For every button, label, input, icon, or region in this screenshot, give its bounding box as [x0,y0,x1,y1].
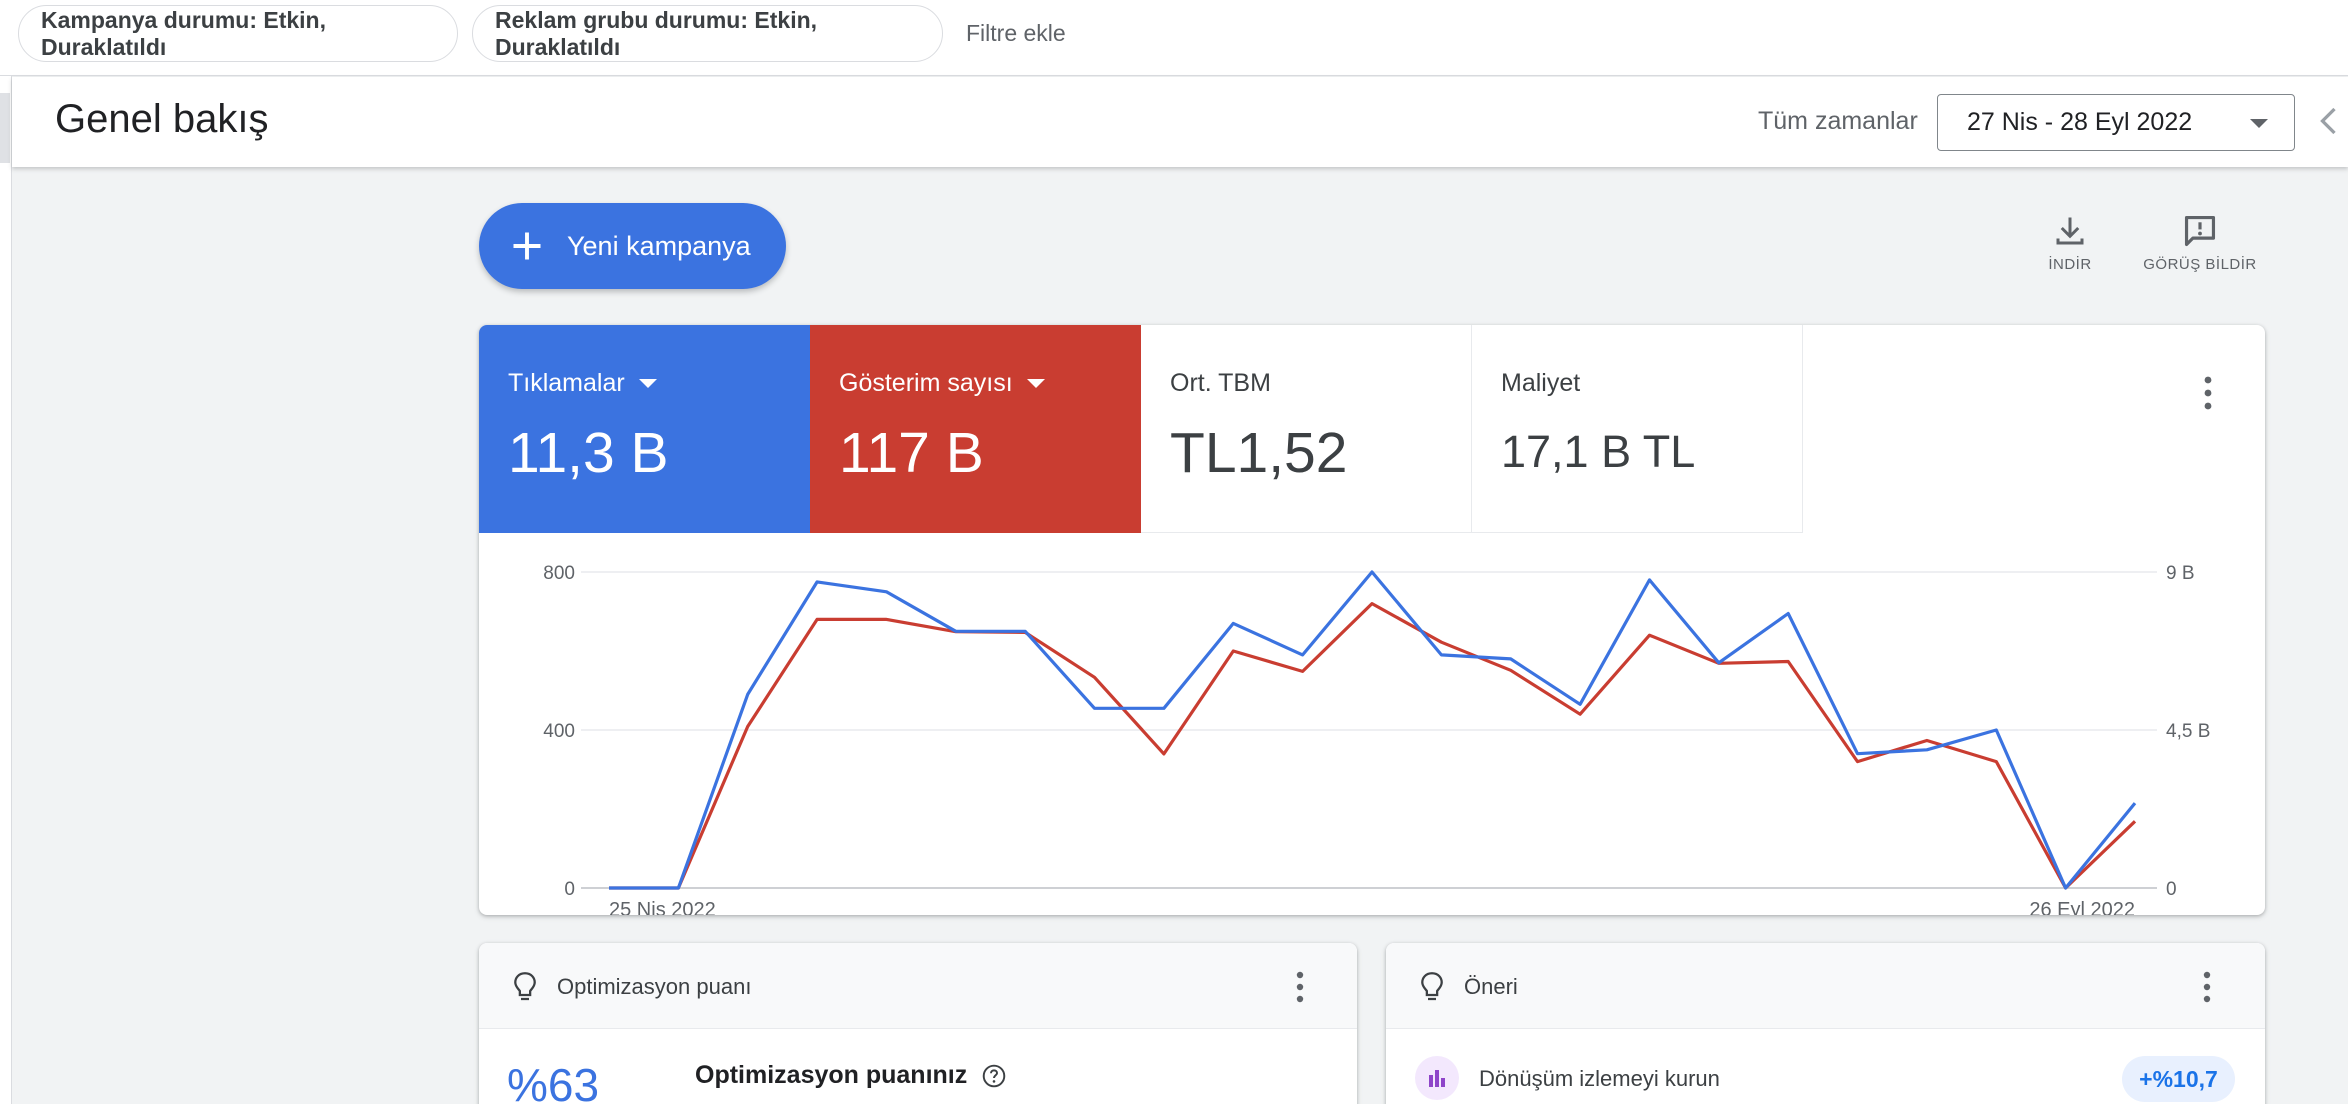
feedback-icon [2184,215,2216,247]
feedback-label: GÖRÜŞ BİLDİR [2143,256,2257,273]
performance-chart: 0 400 800 0 4,5 B 9 B 25 Nis 2022 26 Eyl 2022 [543,563,2210,915]
date-range-value: 27 Nis - 28 Eyl 2022 [1967,108,2193,136]
more-vert-icon[interactable] [2198,373,2218,413]
card-title: Optimizasyon puanı [557,974,752,999]
help-icon[interactable] [981,1063,1007,1089]
series-line [609,570,2137,890]
y-right-tick-label: 4,5 B [2166,721,2210,742]
y-right-tick-label: 0 [2166,879,2177,900]
metric-cost[interactable]: Maliyet 17,1 B TL [1472,325,1803,533]
y-left-tick-label: 400 [543,721,575,742]
adgroup-status-filter-chip[interactable]: Reklam grubu durumu: Etkin, Duraklatıldı [472,5,943,62]
feedback-button[interactable]: GÖRÜŞ BİLDİR [2140,212,2260,273]
metric-label-text: Gösterim sayısı [839,369,1013,397]
add-filter-button[interactable]: Filtre ekle [966,20,1066,46]
card-title: Öneri [1464,974,1518,999]
metric-avg-cpc[interactable]: Ort. TBM TL1,52 [1141,325,1472,533]
x-tick-label: 26 Eyl 2022 [2029,899,2135,915]
download-label: İNDİR [2048,256,2092,273]
new-campaign-button[interactable]: Yeni kampanya [479,203,786,289]
metric-label-text: Tıklamalar [508,369,625,397]
lightbulb-icon [514,972,536,1001]
recommendation-item[interactable]: Dönüşüm izlemeyi kurun [1479,1066,1720,1091]
bar-chart-icon [1415,1056,1459,1100]
download-button[interactable]: İNDİR [2035,212,2105,273]
y-left-tick-label: 800 [543,563,575,584]
optimization-score: %63 [507,1059,600,1104]
page-title: Genel bakış [55,97,269,141]
optimization-card: Optimizasyon puanı %63 Optimizasyon puan… [479,943,1357,1104]
more-vert-icon[interactable] [2197,969,2217,1005]
filter-bar: Kampanya durumu: Etkin, Duraklatıldı Rek… [0,0,2348,76]
score-title-text: Optimizasyon puanınız [695,1061,968,1089]
metric-value: 11,3 B [508,421,669,485]
x-tick-label: 25 Nis 2022 [609,899,716,915]
lightbulb-icon [1421,972,1443,1001]
metric-value: 117 B [839,421,984,485]
metric-label: Ort. TBM [1170,369,1271,397]
dropdown-arrow-icon [2250,119,2268,128]
metric-label: Tıklamalar [508,369,810,398]
metric-clicks[interactable]: Tıklamalar 11,3 B [479,325,810,533]
series-line [609,601,2137,890]
card-header: Öneri [1386,943,2265,1029]
performance-card: Tıklamalar 11,3 B Gösterim sayısı 117 B … [479,325,2265,915]
download-icon [2056,217,2084,245]
uplift-badge: +%10,7 [2122,1056,2235,1102]
plus-icon [513,232,541,260]
page-header: Genel bakış Tüm zamanlar 27 Nis - 28 Eyl… [12,77,2348,167]
score-title: Optimizasyon puanınız [695,1061,1007,1090]
card-header: Optimizasyon puanı [479,943,1357,1029]
more-vert-icon[interactable] [1290,969,1310,1005]
left-nav-indicator [0,93,10,163]
campaign-status-filter-chip[interactable]: Kampanya durumu: Etkin, Duraklatıldı [18,5,458,62]
metric-value: TL1,52 [1170,421,1348,485]
metric-label: Maliyet [1501,369,1581,397]
recommendation-card: Öneri Dönüşüm izlemeyi kurun +%10,7 [1386,943,2265,1104]
dropdown-arrow-icon [638,379,657,388]
chevron-left-icon[interactable] [2312,103,2348,139]
y-left-tick-label: 0 [564,879,575,900]
date-range-label: Tüm zamanlar [1758,107,1918,135]
metric-value: 17,1 B TL [1501,426,1696,477]
dropdown-arrow-icon [1026,379,1045,388]
left-nav-edge [0,76,12,1104]
date-range-select[interactable]: 27 Nis - 28 Eyl 2022 [1937,94,2295,151]
new-campaign-label: Yeni kampanya [567,230,751,261]
metric-impressions[interactable]: Gösterim sayısı 117 B [810,325,1141,533]
y-right-tick-label: 9 B [2166,563,2195,584]
metric-label: Gösterim sayısı [839,369,1141,398]
